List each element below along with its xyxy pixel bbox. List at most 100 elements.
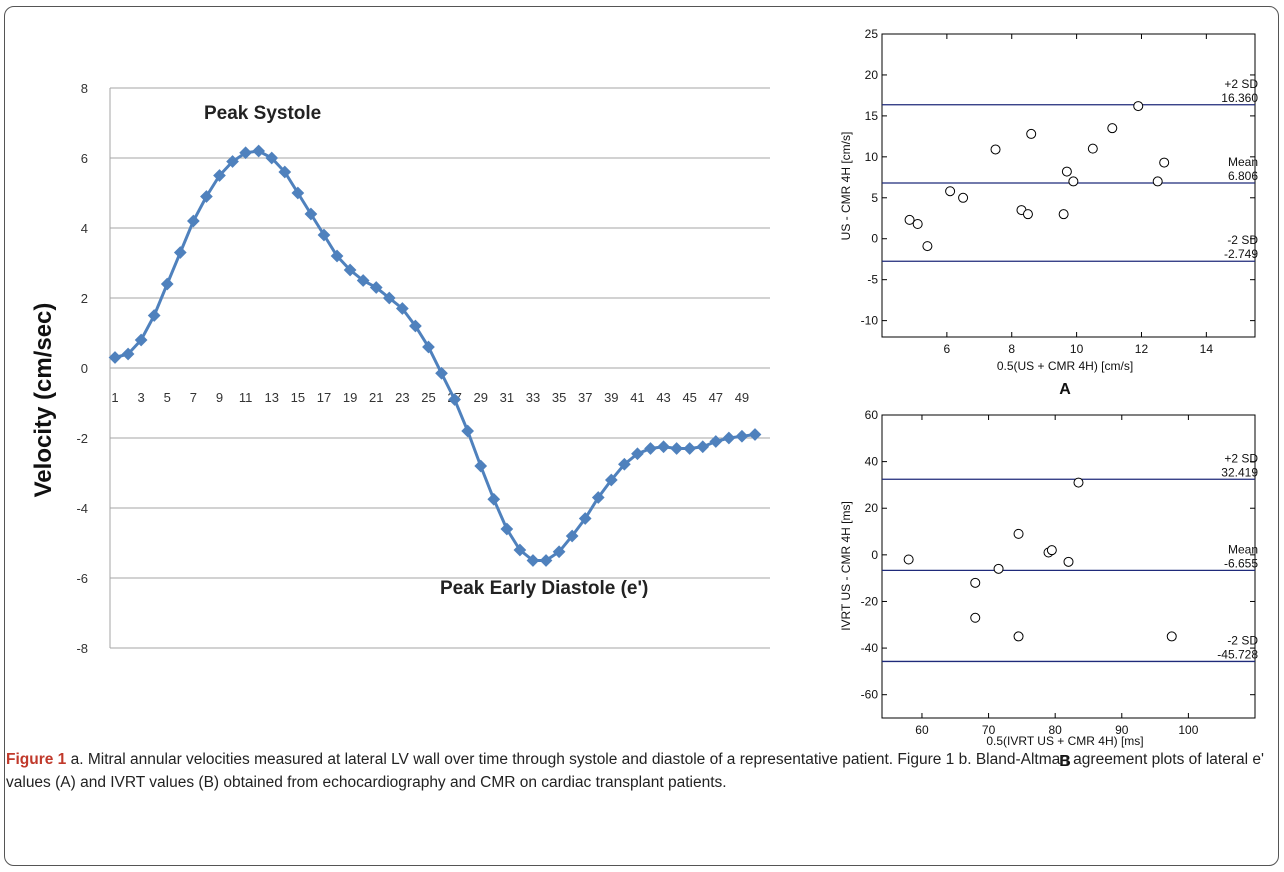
reference-line-label: +2 SD xyxy=(1224,451,1258,465)
data-point xyxy=(160,277,174,291)
data-point xyxy=(644,442,657,455)
reference-line-label: -2 SD xyxy=(1227,233,1258,247)
data-point xyxy=(121,347,135,361)
data-point xyxy=(670,442,683,455)
y-tick-label: -4 xyxy=(76,501,88,516)
y-tick-label: 20 xyxy=(865,68,879,82)
data-point xyxy=(226,155,239,168)
y-tick-label: 2 xyxy=(81,291,88,306)
y-tick-label: -60 xyxy=(861,688,879,702)
x-tick-label: 14 xyxy=(1200,342,1214,356)
x-tick-label: 35 xyxy=(552,390,566,405)
x-tick-label: 3 xyxy=(138,390,145,405)
scatter-point xyxy=(904,214,915,225)
reference-line-value: 16.360 xyxy=(1221,91,1258,105)
data-point xyxy=(696,440,710,454)
data-point xyxy=(265,151,279,165)
y-axis-label: Velocity (cm/sec) xyxy=(30,303,57,498)
y-tick-label: 25 xyxy=(865,27,879,41)
data-point xyxy=(356,274,370,287)
x-tick-label: 39 xyxy=(604,390,618,405)
data-point xyxy=(474,459,488,473)
y-tick-label: -5 xyxy=(867,273,878,287)
x-tick-label: 5 xyxy=(164,390,171,405)
x-tick-label: 11 xyxy=(239,390,253,405)
data-point xyxy=(683,442,697,455)
bland-altman-plot-b: 60 40 20 0 -20 -40 -60 60 70 80 90 100 +2 SD32.419… xyxy=(839,408,1258,770)
data-point xyxy=(330,249,344,263)
scatter-point xyxy=(1133,101,1144,112)
reference-line-value: 32.419 xyxy=(1221,465,1258,479)
x-tick-label: 13 xyxy=(265,390,279,405)
data-point xyxy=(252,144,266,158)
plot-b-x-label: 0.5(IVRT US + CMR 4H) [ms] xyxy=(986,734,1143,748)
x-tick-label: 21 xyxy=(369,390,383,405)
data-point xyxy=(448,393,461,406)
data-point xyxy=(395,302,409,315)
x-tick-label: 29 xyxy=(473,390,487,405)
scatter-point xyxy=(1058,209,1069,220)
data-point xyxy=(291,186,305,200)
panel-label-a: A xyxy=(1059,381,1071,395)
annotation-peak-early-diastole: Peak Early Diastole (e') xyxy=(440,578,648,599)
reference-line-value: -2.749 xyxy=(1224,247,1258,261)
data-point xyxy=(748,428,762,441)
caption-text: a. Mitral annular velocities measured at… xyxy=(6,751,1264,791)
figure-frame xyxy=(4,6,1279,866)
x-tick-label: 19 xyxy=(343,390,357,405)
figure-caption: Figure 1 a. Mitral annular velocities me… xyxy=(6,748,1278,794)
y-tick-label: 0 xyxy=(871,232,878,246)
scatter-point xyxy=(945,186,956,197)
scatter-point xyxy=(958,192,969,203)
scatter-point xyxy=(1087,143,1098,154)
x-tick-label: 45 xyxy=(682,390,696,405)
x-tick-label: 23 xyxy=(395,390,409,405)
scatter-point xyxy=(993,563,1004,574)
data-point xyxy=(735,429,749,443)
y-tick-label: 0 xyxy=(81,361,88,376)
y-tick-label: 15 xyxy=(865,109,879,123)
data-point xyxy=(461,424,475,438)
x-tick-label: 70 xyxy=(982,723,996,737)
reference-line-label: Mean xyxy=(1228,155,1258,169)
plot-b-frame xyxy=(881,414,1256,719)
data-point xyxy=(382,291,396,305)
x-tick-label: 15 xyxy=(291,390,305,405)
data-point xyxy=(722,431,736,445)
data-point xyxy=(278,165,292,179)
y-tick-label: -10 xyxy=(861,314,879,328)
data-point xyxy=(147,309,161,322)
data-point xyxy=(422,340,435,354)
panel-label-b: B xyxy=(1059,753,1071,770)
y-tick-label: -8 xyxy=(76,641,88,656)
x-tick-label: 31 xyxy=(500,390,514,405)
y-tick-label: 5 xyxy=(871,191,878,205)
data-point xyxy=(709,435,723,448)
reference-line-label: -2 SD xyxy=(1227,633,1258,647)
data-point xyxy=(187,214,200,228)
x-tick-label: 60 xyxy=(915,723,929,737)
figure-label: Figure 1 xyxy=(6,751,67,768)
data-point xyxy=(409,319,422,333)
scatter-point xyxy=(1046,545,1057,556)
x-tick-label: 10 xyxy=(1070,342,1084,356)
y-tick-label: 8 xyxy=(81,81,88,96)
velocity-series-line xyxy=(114,149,756,562)
y-tick-label: -6 xyxy=(76,571,88,586)
x-tick-label: 8 xyxy=(1008,342,1015,356)
scatter-point xyxy=(1073,477,1084,488)
x-tick-label: 49 xyxy=(735,390,749,405)
y-tick-label: 40 xyxy=(865,455,879,469)
plot-a-y-label: US - CMR 4H [cm/s] xyxy=(839,132,853,241)
scatter-point xyxy=(1107,123,1118,134)
x-tick-label: 6 xyxy=(944,342,951,356)
plot-a-x-label: 0.5(US + CMR 4H) [cm/s] xyxy=(997,359,1133,373)
scatter-point xyxy=(1166,631,1177,642)
y-tick-label: 0 xyxy=(871,548,878,562)
scatter-point xyxy=(912,218,923,229)
data-point xyxy=(317,228,331,242)
y-tick-label: -2 xyxy=(76,431,88,446)
scatter-point xyxy=(990,144,1001,155)
scatter-point xyxy=(970,612,981,623)
